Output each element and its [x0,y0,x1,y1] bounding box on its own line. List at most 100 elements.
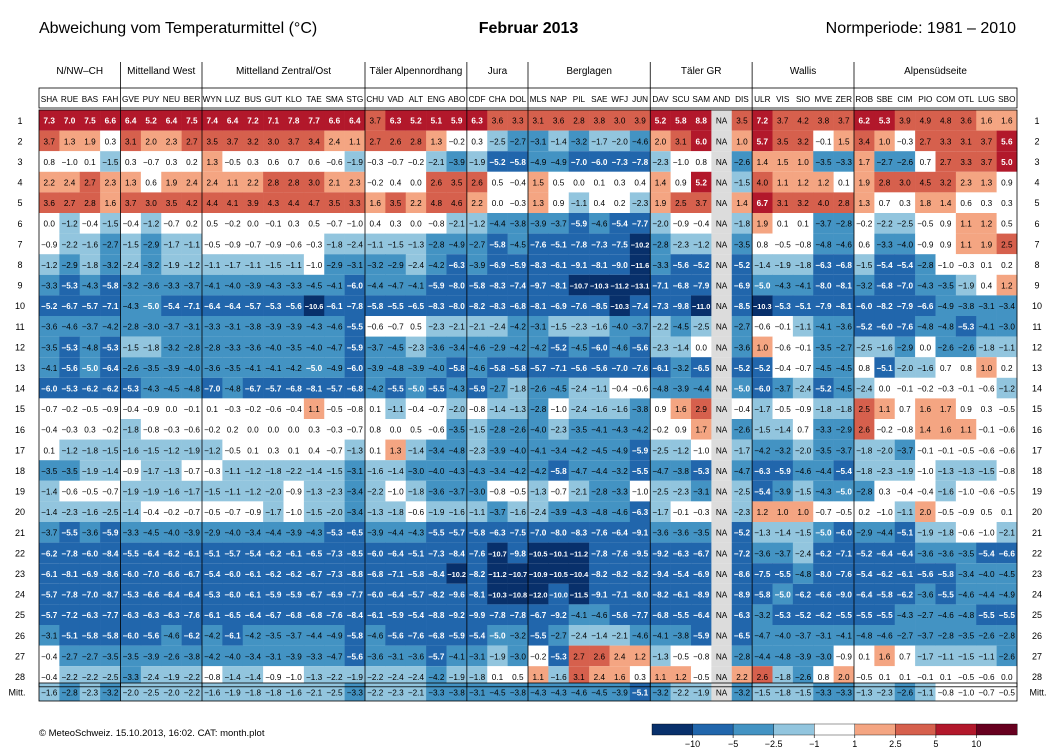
cell-value: 3.4 [308,137,320,146]
cell-value: −4.4 [876,529,893,538]
cell-value: −7.3 [326,570,343,579]
cell-value: −1.2 [673,446,690,455]
cell-value: 6.2 [858,117,870,126]
cell-value: −2.6 [510,426,527,435]
cell-value: −10.2 [631,240,650,249]
cell-value: NA [716,364,728,373]
cell-value: 0.4 [308,446,320,455]
cell-value: −1.2 [693,240,710,249]
cell-value: −7.9 [815,302,832,311]
heatmap-cell [976,171,997,193]
cell-value: −1.6 [591,405,608,414]
cell-value: −4.8 [958,611,975,620]
cell-value: −0.8 [469,405,486,414]
cell-value: 0.5 [553,179,565,188]
legend-swatch [814,723,856,736]
heatmap-cell [59,130,81,152]
cell-value: −6.1 [41,570,58,579]
cell-value: −0.1 [265,220,282,229]
mean-value: −0.7 [978,688,995,697]
cell-value: 0.3 [390,220,402,229]
cell-value: −0.5 [693,673,710,682]
heatmap-cell [79,171,101,193]
cell-value: 4.4 [206,199,218,208]
cell-value: −4.0 [224,529,241,538]
cell-value: 7.5 [186,117,198,126]
cell-value: −8.8 [428,611,445,620]
cell-value: 0.6 [268,158,280,167]
mean-label-left: Mitt. [9,688,26,698]
cell-value: −4.8 [224,385,241,394]
cell-value: −6.2 [815,549,832,558]
cell-value: −1.0 [958,488,975,497]
cell-value: −0.5 [836,508,853,517]
cell-value: −5.2 [734,529,751,538]
cell-value: −4.1 [571,611,588,620]
cell-value: 0.7 [899,405,911,414]
cell-value: −1.2 [204,446,221,455]
cell-value: −9.2 [449,611,466,620]
heatmap-cell [813,130,834,152]
station-code: GVE [122,95,140,104]
cell-value: −2.6 [734,158,751,167]
cell-value: −1.8 [795,261,812,270]
heatmap-cell [120,110,142,131]
cell-value: −6.7 [693,549,710,558]
cell-value: −3.6 [917,549,934,558]
group-label: Täler Alpennordhang [370,66,463,77]
cell-value: −2.6 [123,364,140,373]
heatmap-cell [303,151,325,172]
cell-value: 0.6 [308,158,320,167]
cell-value: 0.7 [288,158,300,167]
cell-value: 0.5 [1001,220,1013,229]
cell-value: −1.3 [754,529,771,538]
legend-tick-label: −10 [685,739,700,749]
cell-value: 0.7 [879,199,891,208]
cell-value: 0.9 [960,405,972,414]
station-code: ALT [409,95,423,104]
cell-value: −3.9 [489,446,506,455]
heatmap-cell [365,192,386,213]
cell-value: 3.5 [390,199,402,208]
cell-value: 0.4 [390,179,402,188]
cell-value: −8.9 [734,591,751,600]
cell-value: −6.8 [367,570,384,579]
heatmap-cell [120,171,142,193]
heatmap-cell [120,130,142,152]
cell-value: −7.7 [102,611,119,620]
heatmap-cell [59,110,81,131]
station-code: ROB [855,95,873,104]
cell-value: −1.3 [510,405,527,414]
mean-value: −2.2 [184,688,201,697]
cell-value: −6.6 [143,591,160,600]
cell-value: 0.0 [410,179,422,188]
cell-value: −4.2 [428,673,445,682]
cell-value: −4.8 [184,385,201,394]
cell-value: −0.5 [673,652,690,661]
cell-value: −5.1 [61,632,78,641]
cell-value: −0.5 [224,158,241,167]
cell-value: −6.1 [550,261,567,270]
cell-value: −6.7 [61,302,78,311]
cell-value: −3.5 [571,426,588,435]
cell-value: −0.1 [775,323,792,332]
heatmap-cell [120,192,142,213]
heatmap-cell [854,151,875,172]
cell-value: −2.5 [856,343,873,352]
heatmap-cell [466,171,488,193]
cell-value: 1.9 [757,220,769,229]
cell-value: −1.2 [163,446,180,455]
cell-value: 0.3 [879,488,891,497]
cell-value: −4.3 [612,426,629,435]
station-code: MVE [815,95,833,104]
cell-value: −3.5 [449,426,466,435]
cell-value: 0.7 [920,158,932,167]
cell-value: −5.1 [408,549,425,558]
heatmap-cell [874,171,896,193]
group-label: Mittelland West [127,66,195,77]
heatmap-cell [874,110,896,131]
cell-value: 6.6 [329,117,341,126]
cell-value: 0.2 [1001,261,1013,270]
cell-value: 0.8 [43,158,55,167]
heatmap-cell [324,192,345,213]
